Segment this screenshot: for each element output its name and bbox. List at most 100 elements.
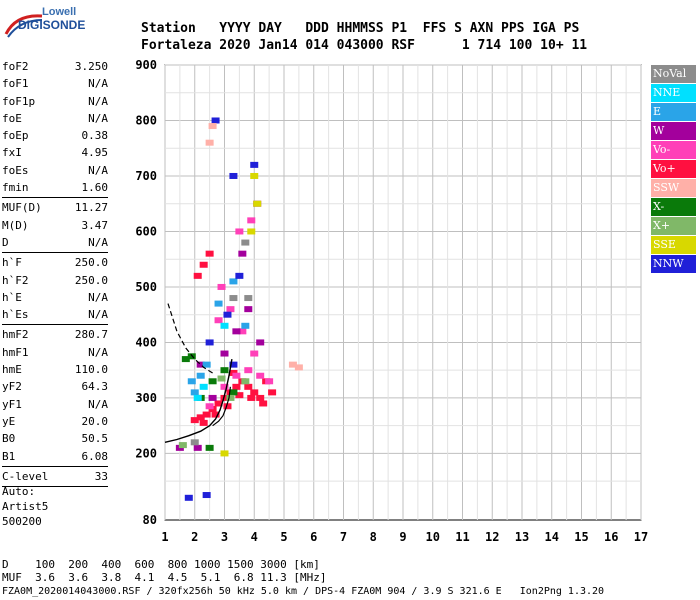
echo-mark-x	[205, 444, 214, 451]
legend-entry-ssw: SSW	[651, 179, 696, 197]
param-value: N/A	[88, 290, 108, 304]
echo-mark-x	[226, 394, 235, 401]
param-value: N/A	[88, 94, 108, 108]
x-tick-label: 15	[574, 530, 588, 544]
echo-mark-sse	[250, 172, 259, 179]
echo-mark-w	[196, 361, 205, 368]
echo-mark-noval	[241, 239, 250, 246]
x-tick-label: 14	[545, 530, 559, 544]
param-row: foE N/A	[2, 110, 108, 127]
param-row: B0 50.5	[2, 430, 108, 447]
echo-mark-vo	[223, 403, 232, 410]
param-separator	[2, 465, 108, 467]
echo-mark-w	[256, 339, 265, 346]
echo-mark-w	[232, 328, 241, 335]
y-tick-label: 600	[135, 224, 157, 238]
echo-mark-vo	[256, 372, 265, 379]
echo-mark-x	[208, 378, 217, 385]
param-separator	[2, 252, 108, 254]
echo-mark-vo	[205, 250, 214, 257]
param-name: yF1	[2, 397, 22, 411]
param-row: M(D) 3.47	[2, 217, 108, 234]
param-name: MUF(D)	[2, 201, 42, 215]
param-row: B1 6.08	[2, 448, 108, 465]
echo-mark-nnw	[229, 361, 238, 368]
param-row: foEs N/A	[2, 162, 108, 179]
echo-mark-e	[229, 278, 238, 285]
x-tick-label: 13	[515, 530, 529, 544]
auto-software: Artist5	[2, 500, 49, 513]
param-row: yF1 N/A	[2, 396, 108, 413]
y-tick-label: 700	[135, 169, 157, 183]
y-tick-label: 300	[135, 391, 157, 405]
echo-mark-vo	[247, 394, 256, 401]
param-row: D N/A	[2, 234, 108, 251]
file-info-line: FZA0M_2020014043000.RSF / 320fx256h 50 k…	[2, 586, 605, 597]
echo-mark-x	[217, 375, 226, 382]
param-row: foF1 N/A	[2, 75, 108, 92]
echo-mark-vo	[235, 228, 244, 235]
echo-mark-vo	[244, 383, 253, 390]
echo-mark-e	[241, 322, 250, 329]
param-name: hmE	[2, 363, 22, 377]
legend-entry-nnw: NNW	[651, 255, 696, 273]
param-value: N/A	[88, 308, 108, 322]
echo-mark-vo	[196, 414, 205, 421]
echo-mark-nnw	[250, 161, 259, 168]
legend-entry-nne: NNE	[651, 84, 696, 102]
echo-mark-vo	[265, 378, 274, 385]
ionogram-header: Station YYYY DAY DDD HHMMSS P1 FFS S AXN…	[141, 20, 587, 54]
param-value: 6.08	[81, 449, 109, 463]
y-tick-label: 800	[135, 113, 157, 127]
legend-entry-vo: Vo+	[651, 160, 696, 178]
logo-line2: DIGISONDE	[18, 18, 86, 32]
param-row: C-level 33	[2, 468, 108, 485]
param-value: N/A	[88, 111, 108, 125]
echo-mark-x	[241, 378, 250, 385]
echo-mark-w	[244, 306, 253, 313]
legend-entry-sse: SSE	[651, 236, 696, 254]
param-row: hmF1 N/A	[2, 344, 108, 361]
echo-mark-nnw	[205, 339, 214, 346]
x-tick-label: 16	[604, 530, 618, 544]
echo-mark-vo	[232, 383, 241, 390]
param-name: foF1	[2, 77, 29, 91]
echo-mark-vo	[211, 411, 220, 418]
x-tick-label: 8	[370, 530, 377, 544]
param-name: D	[2, 235, 9, 249]
param-name: h`F2	[2, 273, 29, 287]
x-tick-label: 4	[251, 530, 258, 544]
echo-mark-vo	[214, 317, 223, 324]
echo-mark-vo	[247, 217, 256, 224]
param-row: h`F2 250.0	[2, 272, 108, 289]
echo-mark-w	[238, 250, 247, 257]
echo-mark-w	[193, 444, 202, 451]
muf-distance-table: D 100 200 400 600 800 1000 1500 3000 [km…	[2, 558, 327, 584]
logo-swoosh-icon	[4, 14, 43, 38]
y-tick-label: 500	[135, 280, 157, 294]
x-tick-label: 5	[280, 530, 287, 544]
param-value: 11.27	[74, 201, 108, 215]
echo-mark-w	[208, 394, 217, 401]
param-row: fxI 4.95	[2, 144, 108, 161]
param-row: yF2 64.3	[2, 378, 108, 395]
param-value: 3.47	[81, 218, 109, 232]
param-name: h`F	[2, 256, 22, 270]
param-value: 1.60	[81, 181, 109, 195]
echo-mark-vo	[235, 392, 244, 399]
echo-mark-ssw	[208, 123, 217, 130]
plot-ticks: 1 2 3 4 5 6 7 8 9 10 11 12 13 14 15 16 17802003004005006…	[135, 58, 648, 544]
x-tick-label: 10	[426, 530, 440, 544]
o-trace-curve	[212, 386, 231, 427]
plot-curves	[164, 303, 233, 443]
param-value: 64.3	[81, 380, 109, 394]
x-tick-label: 7	[340, 530, 347, 544]
x-tick-label: 17	[634, 530, 648, 544]
param-name: yF2	[2, 380, 22, 394]
x-tick-label: 2	[191, 530, 198, 544]
echo-mark-nne	[220, 322, 229, 329]
echo-mark-e	[202, 361, 211, 368]
echo-mark-nnw	[223, 311, 232, 318]
echo-mark-e	[214, 300, 223, 307]
